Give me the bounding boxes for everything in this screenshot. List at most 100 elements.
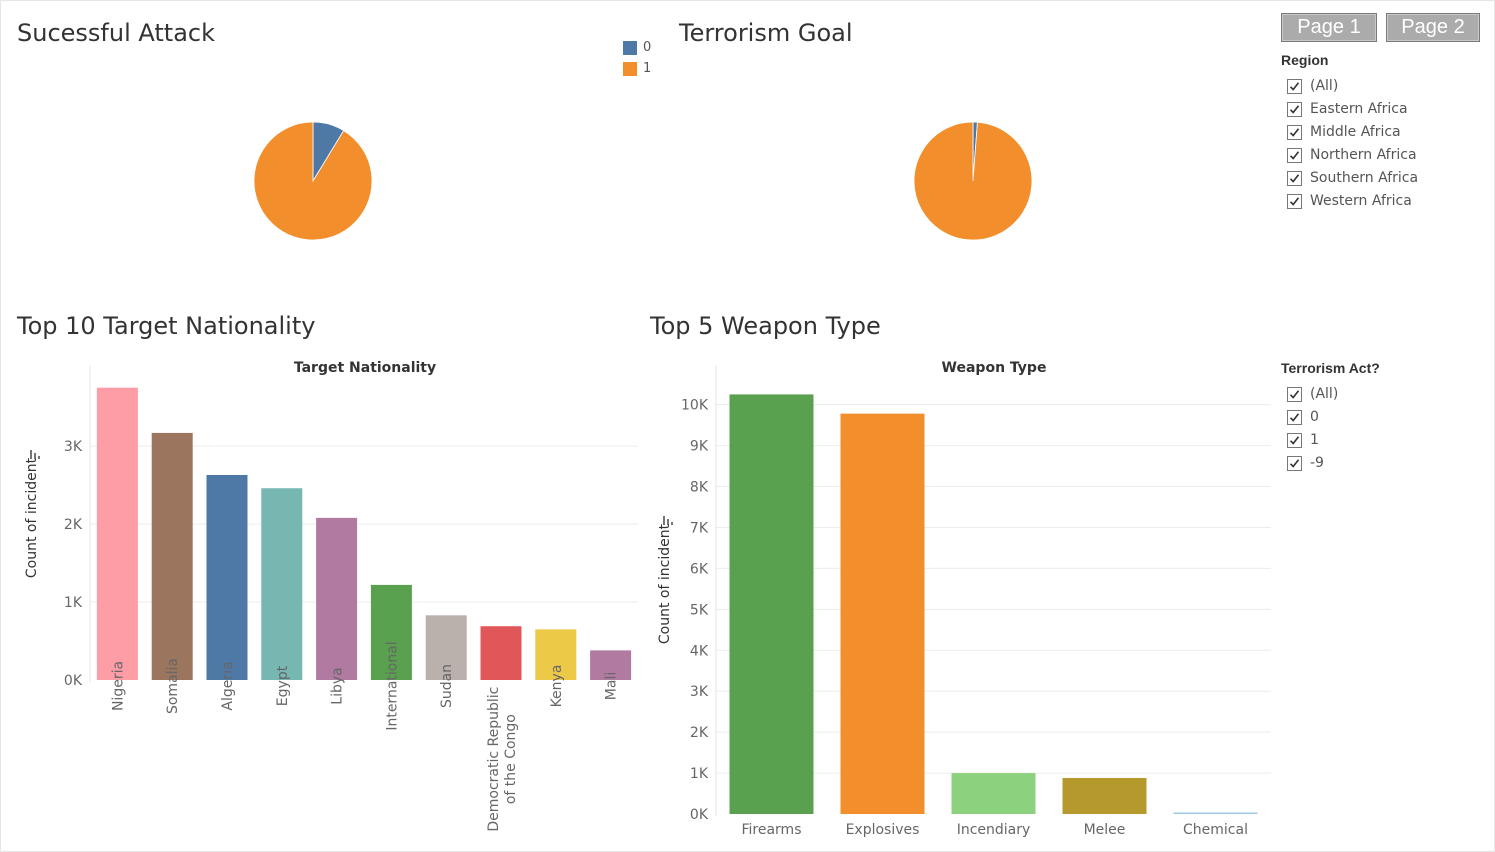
successful-attack-pie	[253, 121, 373, 241]
checkbox[interactable]	[1287, 124, 1302, 140]
y-axis-label: Count of incident	[24, 457, 40, 578]
weapon-type-chart: Weapon Type 0K 1K 2K 3K 4K 5K 6K 7K 8K 9K 10K Count …	[657, 360, 1271, 838]
region-filter-option[interactable]: (All)	[1287, 76, 1338, 96]
region-filter-option[interactable]: Western Africa	[1287, 191, 1412, 211]
region-filter-option[interactable]: Eastern Africa	[1287, 99, 1408, 119]
successful-attack-title: Sucessful Attack	[17, 19, 215, 47]
bar-mali[interactable]	[590, 650, 632, 680]
region-filter-option-label: Western Africa	[1310, 193, 1412, 209]
x-tick-label: Kenya	[549, 665, 565, 708]
checkbox[interactable]	[1287, 409, 1302, 425]
y-tick-label: 5K	[690, 602, 709, 618]
legend-item-1[interactable]: 1	[623, 58, 651, 79]
bar-libya[interactable]	[316, 517, 358, 680]
terrorism-filter-option[interactable]: 0	[1287, 407, 1319, 427]
y-tick-label: 2K	[64, 517, 83, 533]
x-tick-label: Nigeria	[110, 661, 126, 711]
terrorism-filter-option-label: (All)	[1310, 386, 1339, 402]
y-tick-label: 7K	[690, 520, 709, 536]
region-filter-option-label: Eastern Africa	[1310, 101, 1408, 117]
region-filter-option-label: Southern Africa	[1310, 170, 1419, 186]
sort-icon[interactable]	[30, 450, 40, 459]
terrorism-goal-pie	[913, 121, 1033, 241]
region-filter-option-label: Middle Africa	[1310, 124, 1401, 140]
y-tick-label: 2K	[690, 725, 709, 741]
legend-swatch-0	[623, 40, 637, 55]
target-nationality-chart: Target Nationality 0K 1K 2K 3K Count of incid…	[24, 360, 638, 832]
region-filter-option[interactable]: Northern Africa	[1287, 145, 1417, 165]
bar-international[interactable]	[370, 584, 412, 680]
checkbox[interactable]	[1287, 432, 1302, 448]
terrorism-filter-option-label: 0	[1310, 409, 1319, 425]
pie-slice-1[interactable]	[253, 121, 373, 241]
bar-democratic-republic-of-the-congo[interactable]	[480, 626, 522, 680]
bar-firearms[interactable]	[729, 394, 814, 814]
bar-algeria[interactable]	[206, 474, 248, 680]
x-tick-label: Democratic Republicof the Congo	[486, 687, 519, 832]
terrorism-filter-option[interactable]: -9	[1287, 453, 1324, 473]
checkbox[interactable]	[1287, 78, 1302, 94]
target-nationality-title: Top 10 Target Nationality	[17, 312, 316, 340]
y-tick-label: 0K	[64, 673, 83, 689]
x-tick-label: Sudan	[439, 664, 455, 708]
y-tick-label: 6K	[690, 561, 709, 577]
checkbox[interactable]	[1287, 193, 1302, 209]
x-tick-label: International	[384, 641, 400, 730]
weapon-type-title: Top 5 Weapon Type	[650, 312, 881, 340]
pie-slice-1[interactable]	[913, 121, 1033, 241]
x-tick-label: Melee	[1084, 822, 1126, 838]
x-tick-label: Somalia	[165, 658, 181, 714]
y-tick-label: 9K	[690, 439, 709, 455]
region-filter-option[interactable]: Middle Africa	[1287, 122, 1401, 142]
y-tick-label: 0K	[690, 807, 709, 823]
page1-button[interactable]: Page 1	[1281, 13, 1377, 42]
bar-chemical[interactable]	[1173, 812, 1258, 815]
chart-subtitle: Weapon Type	[942, 360, 1047, 376]
y-tick-label: 1K	[64, 595, 83, 611]
region-filter-option-label: (All)	[1310, 78, 1339, 94]
terrorism-goal-title: Terrorism Goal	[679, 19, 853, 47]
legend-label-0: 0	[643, 40, 652, 55]
bar-melee[interactable]	[1062, 777, 1147, 814]
y-tick-label: 3K	[64, 439, 83, 455]
checkbox[interactable]	[1287, 101, 1302, 117]
page2-button[interactable]: Page 2	[1386, 13, 1480, 42]
checkbox[interactable]	[1287, 147, 1302, 163]
bar-egypt[interactable]	[261, 488, 303, 680]
x-tick-label: Firearms	[741, 822, 801, 838]
x-tick-label: Explosives	[846, 822, 920, 838]
terrorism-filter-option-label: -9	[1310, 455, 1324, 471]
y-tick-label: 1K	[690, 766, 709, 782]
y-axis-label: Count of incident	[657, 523, 673, 644]
y-tick-label: 4K	[690, 643, 709, 659]
terrorism-filter-option-label: 1	[1310, 432, 1319, 448]
legend-label-1: 1	[643, 61, 652, 76]
x-tick-label: Incendiary	[957, 822, 1031, 838]
bar-incendiary[interactable]	[951, 773, 1036, 814]
checkbox[interactable]	[1287, 386, 1302, 402]
legend-item-0[interactable]: 0	[623, 37, 651, 58]
bar-explosives[interactable]	[840, 413, 925, 814]
checkbox[interactable]	[1287, 455, 1302, 471]
region-filter-option[interactable]: Southern Africa	[1287, 168, 1418, 188]
terrorism-filter-option[interactable]: 1	[1287, 430, 1319, 450]
x-tick-label: Mali	[604, 672, 620, 700]
bar-somalia[interactable]	[151, 432, 193, 680]
chart-subtitle: Target Nationality	[294, 360, 436, 376]
x-tick-label: Algeria	[220, 661, 236, 710]
terrorism-filter-title: Terrorism Act?	[1281, 360, 1380, 376]
y-tick-label: 3K	[690, 684, 709, 700]
bar-nigeria[interactable]	[96, 387, 138, 680]
bar-kenya[interactable]	[535, 629, 577, 680]
bar-sudan[interactable]	[425, 615, 467, 680]
region-filter-title: Region	[1281, 52, 1329, 68]
pie-legend: 0 1	[623, 37, 651, 79]
checkbox[interactable]	[1287, 170, 1302, 186]
y-tick-label: 8K	[690, 480, 709, 496]
terrorism-filter-option[interactable]: (All)	[1287, 384, 1338, 404]
y-tick-label: 10K	[681, 398, 709, 414]
region-filter-option-label: Northern Africa	[1310, 147, 1417, 163]
x-tick-label: Libya	[330, 667, 346, 704]
sort-icon[interactable]	[663, 516, 673, 525]
x-tick-label: Chemical	[1183, 822, 1248, 838]
